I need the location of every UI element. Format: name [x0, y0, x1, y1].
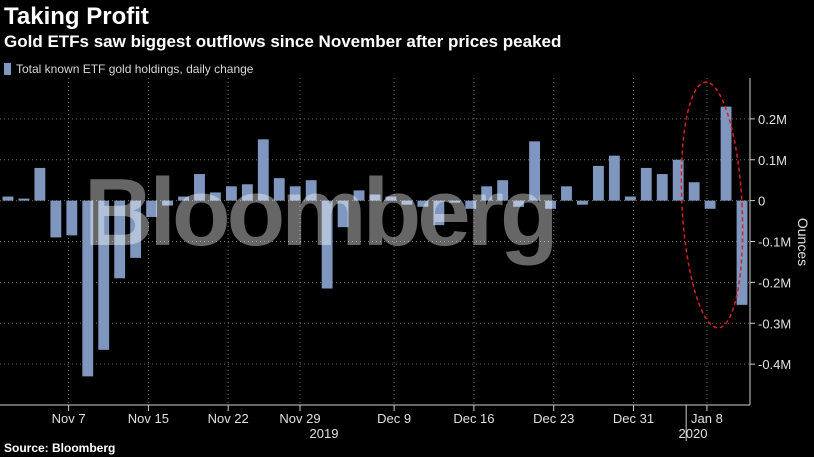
x-tick-label: Dec 16 — [453, 411, 494, 426]
y-tick-label: 0 — [758, 194, 765, 209]
x-tick-label: Jan 8 — [691, 411, 723, 426]
bar — [417, 200, 429, 207]
bar — [640, 167, 652, 201]
bar — [210, 192, 221, 201]
bar — [592, 165, 604, 201]
bar — [433, 200, 445, 226]
year-label-2019: 2019 — [310, 426, 339, 441]
bar — [561, 186, 572, 201]
bar — [114, 200, 126, 279]
bar — [545, 200, 556, 209]
legend-swatch — [4, 63, 11, 75]
bar — [162, 200, 173, 206]
x-tick-label: Dec 23 — [533, 411, 574, 426]
bar — [529, 141, 540, 201]
y-tick-label: 0.1M — [758, 153, 787, 168]
bar — [449, 200, 461, 203]
x-tick-label: Dec 9 — [377, 411, 411, 426]
x-tick-label: Nov 7 — [52, 411, 86, 426]
bar — [257, 139, 269, 201]
y-tick-label: 0.2M — [758, 112, 787, 127]
y-tick-label: -0.4M — [758, 357, 791, 372]
bar — [624, 196, 636, 201]
bar — [66, 200, 78, 236]
bar — [50, 200, 62, 238]
bar — [337, 200, 349, 228]
chart-subtitle: Gold ETFs saw biggest outflows since Nov… — [4, 32, 562, 51]
bar — [289, 186, 301, 201]
bar — [513, 200, 525, 207]
y-tick-label: -0.2M — [758, 275, 791, 290]
bar — [577, 200, 588, 205]
bar — [98, 200, 110, 350]
annotation-ellipse — [680, 81, 744, 329]
bar — [704, 200, 716, 209]
x-tick-label: Nov 15 — [128, 411, 169, 426]
bar — [178, 196, 189, 201]
bar — [225, 186, 237, 201]
bar — [82, 200, 94, 377]
y-tick-label: -0.1M — [758, 235, 791, 250]
bar — [720, 106, 732, 201]
bar — [146, 200, 158, 217]
y-tick-label: -0.3M — [758, 316, 791, 331]
bar — [385, 196, 397, 201]
bar — [273, 178, 285, 201]
bar — [672, 159, 684, 201]
x-tick-label: Nov 22 — [208, 411, 249, 426]
bar — [369, 194, 381, 201]
legend: Total known ETF gold holdings, daily cha… — [4, 62, 253, 76]
bar — [18, 198, 30, 201]
legend-label: Total known ETF gold holdings, daily cha… — [16, 62, 254, 76]
bar — [688, 182, 700, 201]
source-note: Source: Bloomberg — [4, 441, 116, 455]
bar — [481, 186, 493, 201]
bar — [34, 167, 46, 201]
bar — [497, 180, 509, 201]
bar — [608, 155, 620, 201]
bar — [353, 190, 365, 201]
chart-title: Taking Profit — [4, 3, 149, 30]
bar — [194, 174, 205, 201]
bar — [130, 200, 142, 258]
x-tick-label: Dec 31 — [613, 411, 654, 426]
bar — [321, 200, 333, 289]
bar — [241, 184, 253, 201]
bar — [465, 200, 477, 209]
bar — [305, 180, 317, 201]
y-axis-title: Ounces — [795, 218, 811, 266]
x-tick-label: Nov 29 — [279, 411, 320, 426]
bar — [2, 196, 14, 201]
bar — [401, 200, 413, 205]
bar — [656, 174, 668, 201]
year-label-2020: 2020 — [679, 426, 708, 441]
